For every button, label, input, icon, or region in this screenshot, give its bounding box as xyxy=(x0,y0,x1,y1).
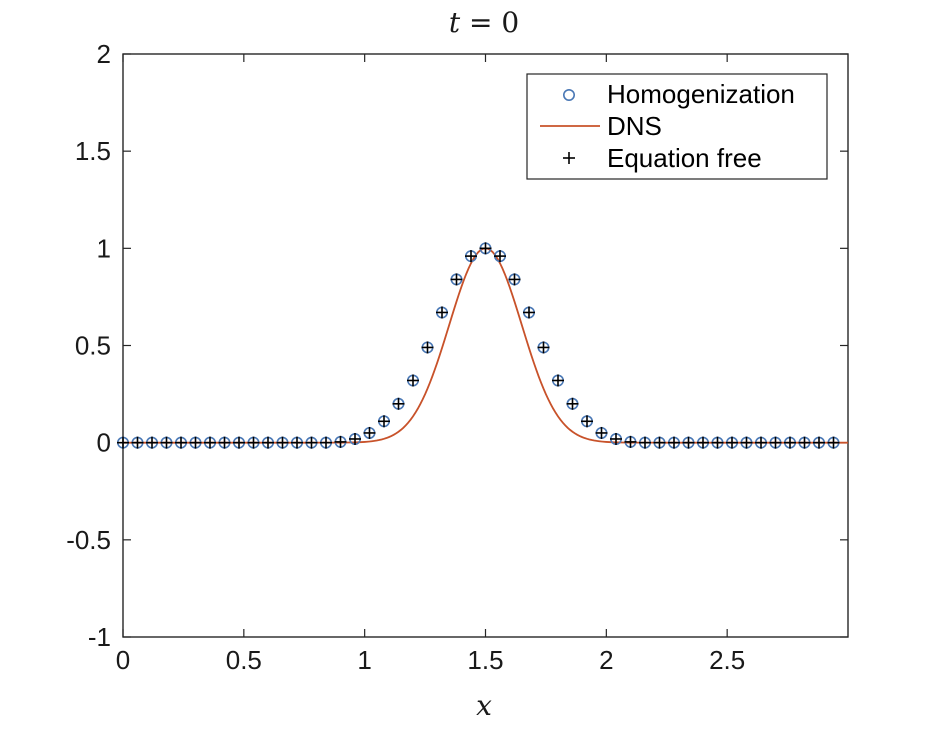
equation-free-point xyxy=(813,436,825,449)
equation-free-point xyxy=(175,436,187,449)
equation-free-point xyxy=(160,436,173,449)
y-tick-label: 0.5 xyxy=(75,331,111,361)
y-tick-label: -1 xyxy=(88,622,111,652)
equation-free-point xyxy=(117,436,129,449)
legend-plus-marker xyxy=(563,152,575,164)
equation-free-point xyxy=(798,436,811,449)
equation-free-point xyxy=(407,374,419,387)
equation-free-point xyxy=(595,426,608,439)
equation-free-series xyxy=(117,242,840,449)
x-tick-label: 0.5 xyxy=(226,645,262,675)
equation-free-point xyxy=(639,436,651,449)
equation-free-point xyxy=(436,306,448,319)
equation-free-point xyxy=(769,436,782,449)
equation-free-point xyxy=(697,436,709,449)
equation-free-point xyxy=(392,397,405,410)
equation-free-point xyxy=(233,436,245,449)
dns-series xyxy=(123,247,848,444)
equation-free-point xyxy=(146,436,158,449)
chart-title-rest: = 0 xyxy=(460,6,519,39)
y-tick-label: -0.5 xyxy=(66,525,111,555)
y-tick-label: 1 xyxy=(97,233,111,263)
equation-free-point xyxy=(682,436,695,449)
equation-free-point xyxy=(653,436,666,449)
chart-title-var: t xyxy=(449,6,461,39)
equation-free-point xyxy=(494,250,506,263)
equation-free-point xyxy=(378,415,390,428)
x-tick-label: 1 xyxy=(357,645,371,675)
equation-free-point xyxy=(363,426,376,439)
equation-free-point xyxy=(610,432,622,445)
equation-free-point xyxy=(784,436,796,449)
equation-free-point xyxy=(465,250,477,263)
legend-circle-marker xyxy=(562,89,575,102)
equation-free-point xyxy=(624,435,637,448)
equation-free-point xyxy=(421,341,434,354)
equation-free-point xyxy=(218,436,231,449)
equation-free-point xyxy=(291,436,303,449)
equation-free-point xyxy=(204,436,216,449)
equation-free-point xyxy=(755,436,767,449)
equation-free-point xyxy=(827,436,840,449)
legend-label-homogenization: Homogenization xyxy=(607,79,795,109)
y-tick-label: 0 xyxy=(97,428,111,458)
x-tick-label: 1.5 xyxy=(467,645,503,675)
legend-label-dns: DNS xyxy=(607,111,662,141)
equation-free-point xyxy=(740,436,753,449)
equation-free-point xyxy=(668,436,680,449)
dns-line xyxy=(123,247,848,444)
equation-free-point xyxy=(581,415,593,428)
equation-free-point xyxy=(523,306,535,319)
legend-label-equation-free: Equation free xyxy=(607,143,762,173)
equation-free-point xyxy=(276,436,289,449)
x-tick-label: 2 xyxy=(599,645,613,675)
chart-title: t = 0 xyxy=(449,6,519,39)
x-tick-label: 0 xyxy=(116,645,130,675)
equation-free-point xyxy=(320,436,332,449)
homogenization-series xyxy=(117,242,840,449)
equation-free-point xyxy=(537,341,550,354)
equation-free-point xyxy=(450,273,463,286)
equation-free-point xyxy=(189,436,202,449)
equation-free-point xyxy=(131,436,144,449)
equation-free-point xyxy=(479,242,492,255)
equation-free-point xyxy=(305,436,318,449)
equation-free-point xyxy=(262,436,274,449)
x-tick-label: 2.5 xyxy=(709,645,745,675)
equation-free-point xyxy=(711,436,724,449)
y-tick-label: 2 xyxy=(97,39,111,69)
equation-free-point xyxy=(552,374,564,387)
equation-free-point xyxy=(508,273,521,286)
equation-free-point xyxy=(247,436,260,449)
equation-free-point xyxy=(566,397,579,410)
y-axis: -1 -0.5 0 0.5 1 1.5 2 xyxy=(66,39,848,652)
equation-free-point xyxy=(726,436,738,449)
equation-free-point xyxy=(349,432,361,445)
legend: Homogenization DNS Equation free xyxy=(526,73,828,180)
x-axis: 0 0.5 1 1.5 2 2.5 xyxy=(116,54,745,675)
y-tick-label: 1.5 xyxy=(75,136,111,166)
x-axis-label: x xyxy=(476,689,492,722)
equation-free-point xyxy=(334,435,347,448)
